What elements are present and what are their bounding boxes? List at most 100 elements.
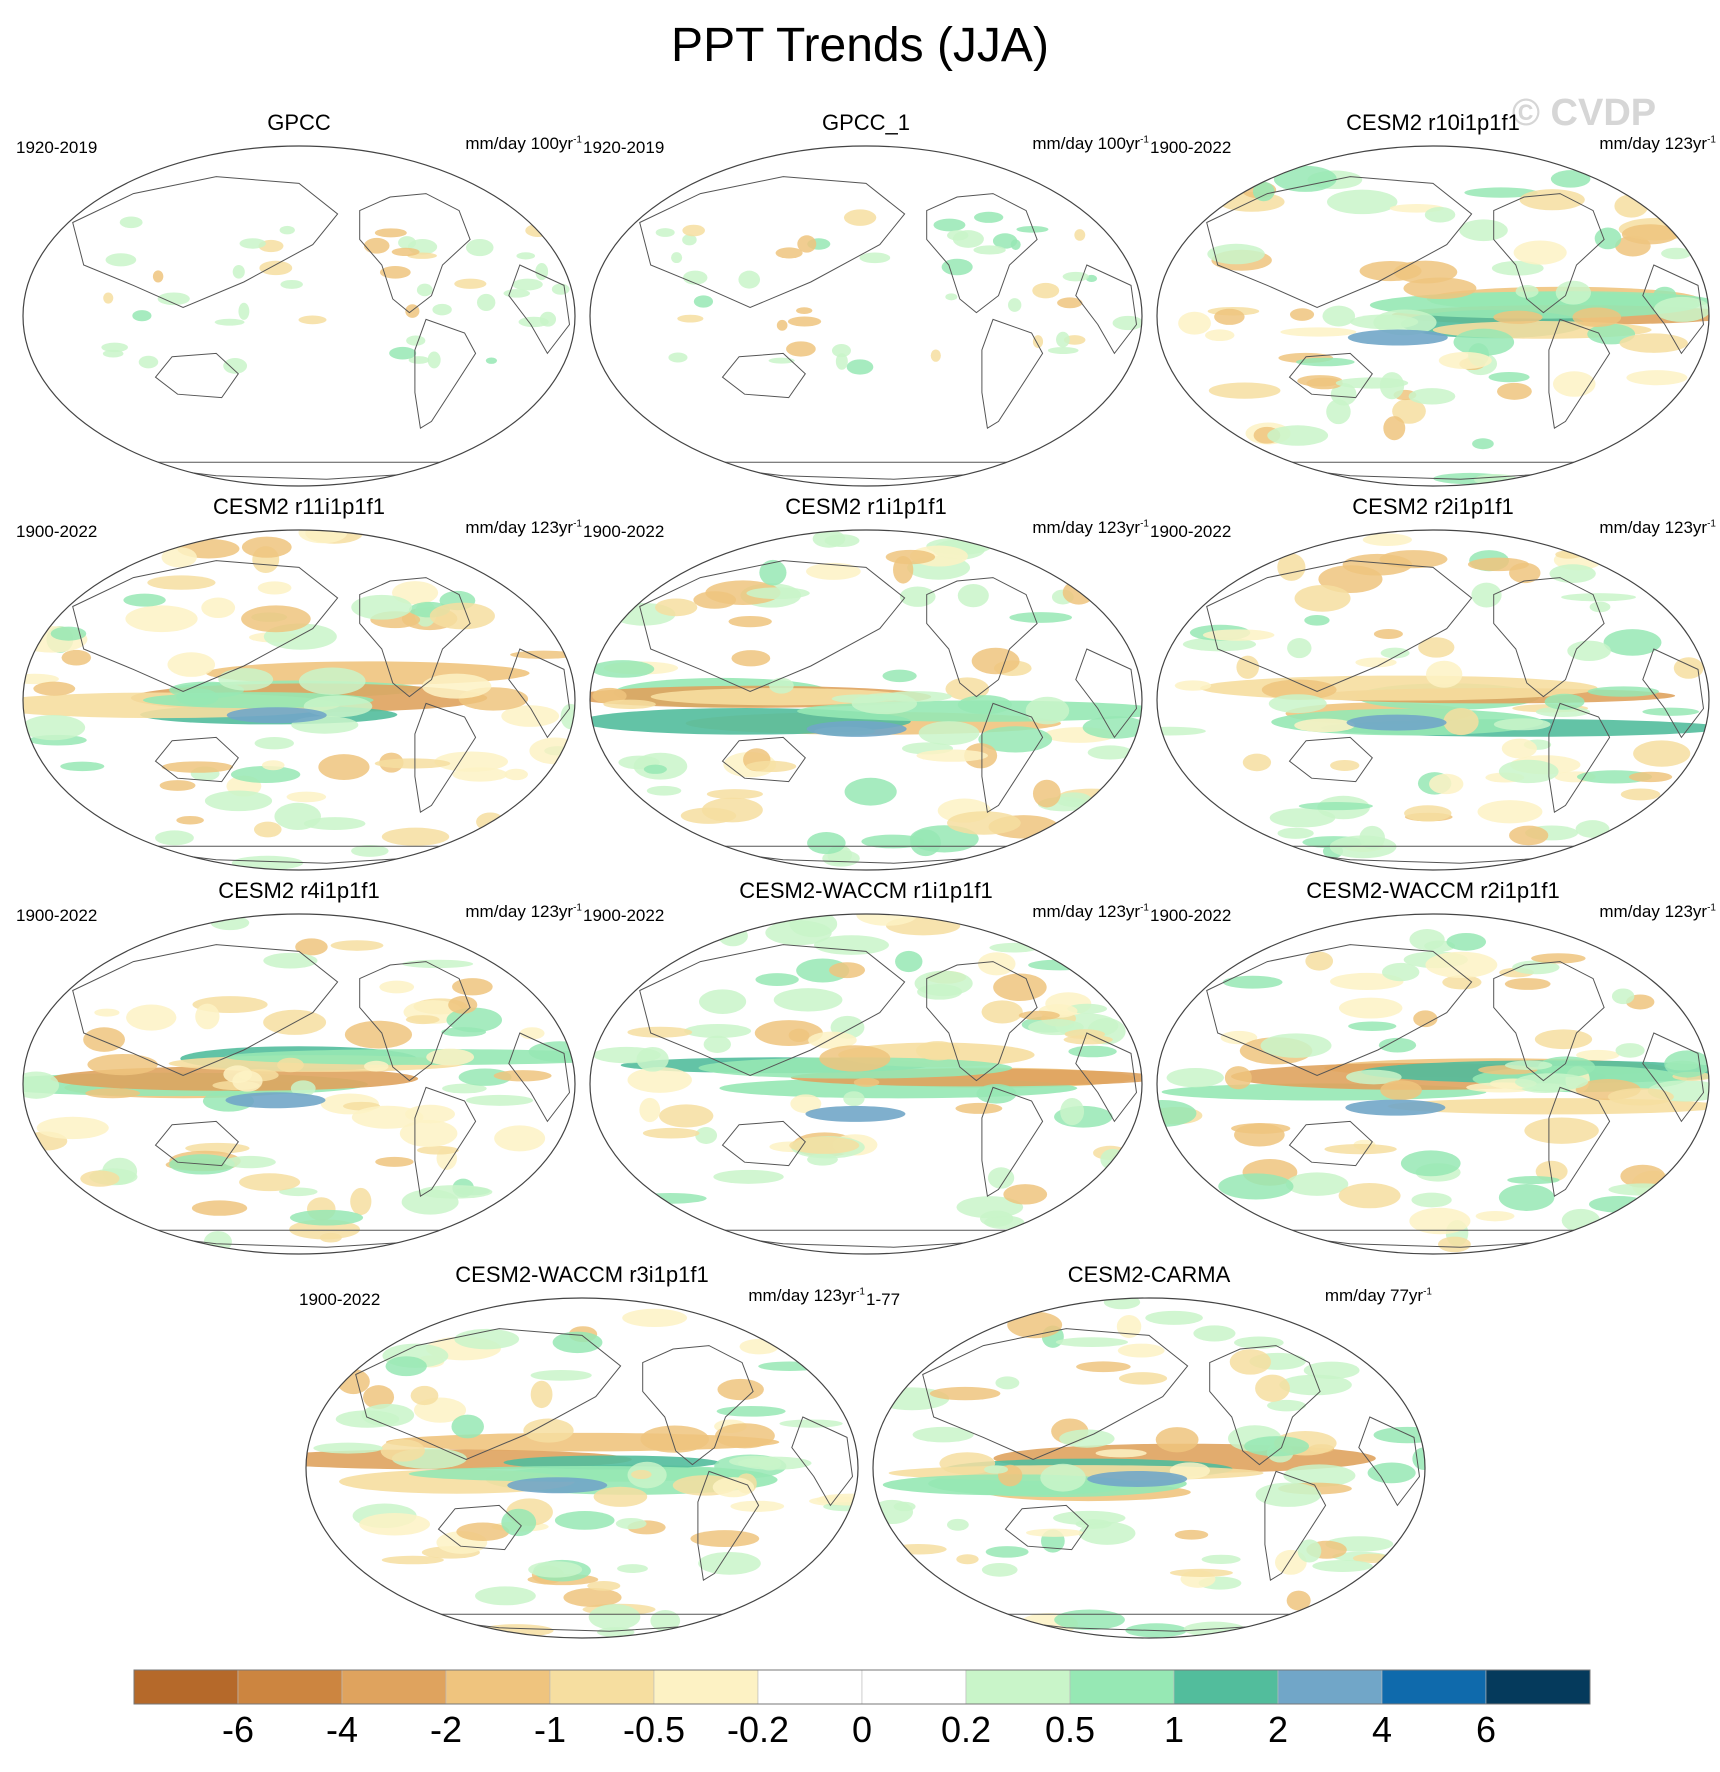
trend-patch: [1054, 1609, 1125, 1631]
trend-patch: [1446, 932, 1487, 951]
trend-patch: [351, 1105, 424, 1129]
trend-patch: [788, 1028, 810, 1042]
trend-patch: [230, 765, 301, 784]
trend-map: [872, 1297, 1426, 1639]
trend-patch: [819, 1045, 891, 1072]
coastline-australia: [154, 1120, 239, 1167]
trend-patch: [101, 342, 128, 353]
coastline-antarctica: [672, 461, 1060, 480]
trend-patch: [442, 1083, 487, 1094]
trend-map: [22, 529, 576, 871]
trend-patch: [85, 1088, 141, 1099]
trend-patch: [1373, 629, 1403, 639]
panel-period: 1900-2022: [583, 522, 665, 541]
trend-patch: [684, 1024, 752, 1039]
trend-patch: [1082, 716, 1142, 739]
trend-patch: [812, 530, 846, 548]
trend-patch: [885, 549, 936, 565]
trend-patch: [639, 1097, 661, 1123]
trend-patch: [587, 1580, 621, 1591]
coastline-europe-asia: [922, 1328, 1189, 1461]
trend-patch: [560, 703, 575, 730]
trend-patch: [1304, 615, 1330, 626]
trend-patch: [374, 758, 451, 769]
trend-patch: [479, 1624, 554, 1637]
trend-patch: [351, 594, 413, 620]
trend-patch: [933, 218, 966, 232]
trend-patch: [1103, 1298, 1141, 1310]
trend-patch: [1057, 297, 1083, 309]
coastline-europe-asia: [639, 944, 906, 1077]
trend-patch: [1118, 1372, 1168, 1385]
trend-band: [503, 1455, 720, 1470]
map-background: [23, 146, 575, 486]
trend-patch: [241, 605, 311, 633]
trend-patch: [259, 260, 293, 276]
trend-patch: [1477, 800, 1543, 824]
trend-patch: [381, 1555, 444, 1565]
trend-patch: [746, 587, 810, 600]
colorbar-swatch: [965, 1669, 1071, 1705]
panel-title: CESM2 r10i1p1f1: [1346, 110, 1520, 135]
trend-patch: [1475, 1210, 1515, 1222]
trend-patch: [677, 314, 704, 323]
trend-patch: [125, 605, 198, 633]
trend-patch: [773, 988, 843, 1012]
trend-patch: [1514, 1073, 1589, 1091]
trend-patch: [1513, 240, 1567, 265]
trend-patch: [263, 952, 318, 969]
trend-patch: [1032, 282, 1060, 299]
trend-patch: [1524, 1117, 1599, 1144]
trend-patch: [232, 265, 245, 279]
trend-patch: [1567, 640, 1611, 662]
panel-title: GPCC: [267, 110, 331, 135]
trend-patch: [1053, 1510, 1126, 1526]
trend-patch: [279, 225, 295, 235]
trend-patch: [426, 1048, 475, 1066]
coastline-north-america: [642, 1345, 754, 1466]
trend-patch: [668, 352, 688, 363]
map-border: [589, 145, 1143, 487]
trend-patch: [1287, 638, 1312, 659]
trend-patch: [1242, 753, 1272, 772]
panel-units: mm/day 100yr-1: [465, 134, 582, 153]
trend-patch: [238, 302, 250, 320]
trend-patch: [957, 695, 1012, 715]
trend-patch: [50, 626, 87, 641]
map-background: [590, 146, 1142, 486]
trend-map: [22, 913, 576, 1255]
coastline-north-america: [1493, 577, 1605, 698]
trend-patch: [1607, 1088, 1674, 1106]
trend-patch: [1664, 1050, 1709, 1078]
trend-patch: [1274, 1549, 1307, 1575]
trend-patch: [1244, 1436, 1309, 1457]
coastline-antarctica: [1239, 461, 1627, 480]
colorbar-frame: [133, 1669, 1591, 1705]
coastline-australia: [1288, 1120, 1373, 1167]
colorbar-swatch: [237, 1669, 343, 1705]
trend-patch: [1621, 224, 1678, 245]
trend-patch: [1296, 357, 1355, 367]
trend-patch: [516, 252, 536, 260]
trend-patch: [699, 989, 747, 1014]
coastline-australia: [154, 736, 239, 783]
trend-patch: [1095, 1449, 1147, 1458]
trend-patch: [914, 970, 973, 997]
coastline-north-america: [359, 577, 471, 698]
trend-patch: [627, 1067, 692, 1093]
colorbar-label: -2: [430, 1709, 462, 1750]
trend-patch: [429, 602, 495, 630]
trend-patch: [1025, 696, 1070, 725]
map-border: [1156, 145, 1710, 487]
colorbar-swatch: [549, 1669, 655, 1705]
trend-core: [806, 720, 907, 737]
coastline-antarctica: [105, 1229, 493, 1248]
trend-patch: [1267, 425, 1329, 446]
trend-patch: [1229, 1349, 1272, 1375]
colorbar-label: 2: [1268, 1709, 1288, 1750]
colorbar-swatch: [653, 1669, 759, 1705]
trend-patch: [1507, 1176, 1560, 1185]
trend-patch: [765, 920, 832, 946]
trend-patch: [1653, 296, 1709, 322]
coastline-europe-asia: [72, 176, 339, 309]
